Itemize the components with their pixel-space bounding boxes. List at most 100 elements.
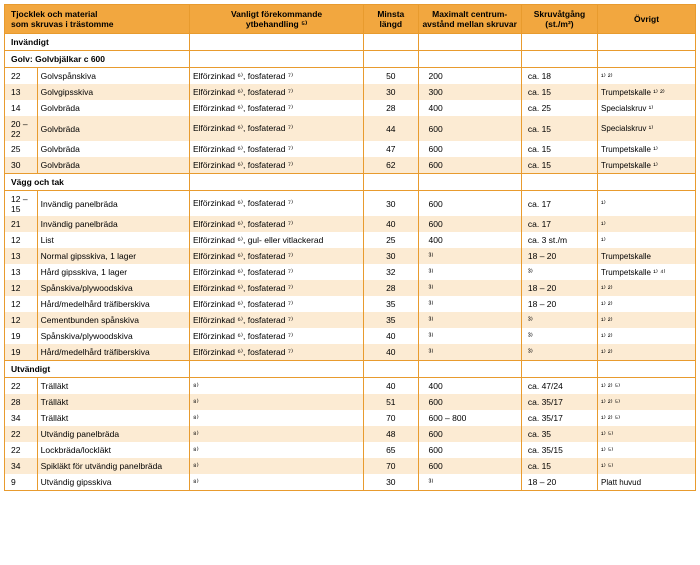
cell-screw-usage: 18 – 20 xyxy=(521,248,597,264)
cell-max-distance: 600 xyxy=(418,157,521,174)
cell-treatment: Elförzinkad ⁶⁾, fosfaterad ⁷⁾ xyxy=(189,191,363,217)
cell-max-distance: ³⁾ xyxy=(418,248,521,264)
table-row: 22Lockbräda/lockläkt⁸⁾65600ca. 35/15¹⁾ ⁵… xyxy=(5,442,696,458)
section-empty-cell xyxy=(189,361,363,378)
cell-thickness: 12 xyxy=(5,296,38,312)
cell-min-length: 47 xyxy=(364,141,418,157)
cell-other: ¹⁾ xyxy=(598,216,696,232)
cell-min-length: 40 xyxy=(364,328,418,344)
cell-max-distance: 600 – 800 xyxy=(418,410,521,426)
cell-treatment: ⁸⁾ xyxy=(189,410,363,426)
cell-treatment: ⁸⁾ xyxy=(189,442,363,458)
cell-treatment: Elförzinkad ⁶⁾, fosfaterad ⁷⁾ xyxy=(189,264,363,280)
cell-screw-usage: ca. 15 xyxy=(521,116,597,141)
cell-thickness: 19 xyxy=(5,328,38,344)
subsection-empty-cell xyxy=(189,174,363,191)
cell-min-length: 28 xyxy=(364,280,418,296)
subsection-empty-cell xyxy=(598,51,696,68)
cell-screw-usage: ³⁾ xyxy=(521,312,597,328)
table-row: 13Hård gipsskiva, 1 lagerElförzinkad ⁶⁾,… xyxy=(5,264,696,280)
table-row: 30GolvbrädaElförzinkad ⁶⁾, fosfaterad ⁷⁾… xyxy=(5,157,696,174)
subsection-empty-cell xyxy=(189,51,363,68)
table-row: 25GolvbrädaElförzinkad ⁶⁾, fosfaterad ⁷⁾… xyxy=(5,141,696,157)
cell-max-distance: 600 xyxy=(418,426,521,442)
cell-other: Trumpetskalle xyxy=(598,248,696,264)
cell-screw-usage: ca. 25 xyxy=(521,100,597,116)
cell-max-distance: 600 xyxy=(418,141,521,157)
cell-min-length: 40 xyxy=(364,216,418,232)
table-row: 12ListElförzinkad ⁶⁾, gul- eller vitlack… xyxy=(5,232,696,248)
cell-min-length: 62 xyxy=(364,157,418,174)
cell-material: Spånskiva/plywoodskiva xyxy=(37,280,189,296)
cell-material: Golvgipsskiva xyxy=(37,84,189,100)
cell-max-distance: 600 xyxy=(418,442,521,458)
cell-other: ¹⁾ ⁵⁾ xyxy=(598,458,696,474)
cell-min-length: 70 xyxy=(364,410,418,426)
cell-other: ¹⁾ ²⁾ ⁵⁾ xyxy=(598,394,696,410)
section-header-row: Invändigt xyxy=(5,34,696,51)
cell-max-distance: 400 xyxy=(418,378,521,395)
cell-treatment: ⁸⁾ xyxy=(189,394,363,410)
subsection-empty-cell xyxy=(418,174,521,191)
cell-material: Hård gipsskiva, 1 lager xyxy=(37,264,189,280)
cell-treatment: Elförzinkad ⁶⁾, fosfaterad ⁷⁾ xyxy=(189,141,363,157)
table-row: 20 – 22GolvbrädaElförzinkad ⁶⁾, fosfater… xyxy=(5,116,696,141)
cell-screw-usage: ca. 15 xyxy=(521,141,597,157)
cell-screw-usage: ca. 35 xyxy=(521,426,597,442)
cell-other: Platt huvud xyxy=(598,474,696,491)
cell-screw-usage: ³⁾ xyxy=(521,328,597,344)
cell-other: ¹⁾ ²⁾ xyxy=(598,280,696,296)
cell-thickness: 22 xyxy=(5,68,38,85)
section-empty-cell xyxy=(598,34,696,51)
cell-other: ¹⁾ xyxy=(598,232,696,248)
cell-min-length: 51 xyxy=(364,394,418,410)
cell-other: ¹⁾ ⁵⁾ xyxy=(598,442,696,458)
header-thickness-material: Tjocklek och materialsom skruvas i träst… xyxy=(5,5,190,34)
section-empty-cell xyxy=(521,361,597,378)
cell-treatment: Elförzinkad ⁶⁾, fosfaterad ⁷⁾ xyxy=(189,312,363,328)
subsection-empty-cell xyxy=(598,174,696,191)
cell-screw-usage: ca. 35/17 xyxy=(521,410,597,426)
cell-thickness: 34 xyxy=(5,458,38,474)
cell-treatment: Elförzinkad ⁶⁾, fosfaterad ⁷⁾ xyxy=(189,157,363,174)
cell-screw-usage: ca. 15 xyxy=(521,458,597,474)
header-screw-usage: Skruvåtgång(st./m²) xyxy=(521,5,597,34)
cell-min-length: 50 xyxy=(364,68,418,85)
cell-screw-usage: ca. 17 xyxy=(521,191,597,217)
cell-treatment: Elförzinkad ⁶⁾, fosfaterad ⁷⁾ xyxy=(189,68,363,85)
cell-material: Trälläkt xyxy=(37,378,189,395)
screw-specification-table: Tjocklek och materialsom skruvas i träst… xyxy=(4,4,696,491)
cell-material: Hård/medelhård träfiberskiva xyxy=(37,296,189,312)
cell-material: Spånskiva/plywoodskiva xyxy=(37,328,189,344)
cell-material: Golvbräda xyxy=(37,116,189,141)
cell-treatment: Elförzinkad ⁶⁾, fosfaterad ⁷⁾ xyxy=(189,216,363,232)
subsection-empty-cell xyxy=(521,51,597,68)
cell-thickness: 28 xyxy=(5,394,38,410)
cell-material: Normal gipsskiva, 1 lager xyxy=(37,248,189,264)
cell-other: ¹⁾ ²⁾ xyxy=(598,312,696,328)
cell-thickness: 14 xyxy=(5,100,38,116)
cell-material: Invändig panelbräda xyxy=(37,191,189,217)
cell-min-length: 28 xyxy=(364,100,418,116)
cell-treatment: Elförzinkad ⁶⁾, fosfaterad ⁷⁾ xyxy=(189,280,363,296)
cell-treatment: ⁸⁾ xyxy=(189,474,363,491)
cell-max-distance: ³⁾ xyxy=(418,264,521,280)
cell-thickness: 13 xyxy=(5,84,38,100)
table-row: 12Cementbunden spånskivaElförzinkad ⁶⁾, … xyxy=(5,312,696,328)
cell-material: Golvbräda xyxy=(37,141,189,157)
cell-screw-usage: 18 – 20 xyxy=(521,296,597,312)
cell-thickness: 12 xyxy=(5,232,38,248)
cell-min-length: 65 xyxy=(364,442,418,458)
cell-material: Trälläkt xyxy=(37,410,189,426)
cell-material: Golvspånskiva xyxy=(37,68,189,85)
cell-screw-usage: 18 – 20 xyxy=(521,474,597,491)
cell-treatment: Elförzinkad ⁶⁾, fosfaterad ⁷⁾ xyxy=(189,344,363,361)
cell-min-length: 40 xyxy=(364,378,418,395)
cell-thickness: 13 xyxy=(5,248,38,264)
table-row: 13GolvgipsskivaElförzinkad ⁶⁾, fosfatera… xyxy=(5,84,696,100)
cell-max-distance: ³⁾ xyxy=(418,296,521,312)
cell-other: Trumpetskalle ¹⁾ xyxy=(598,157,696,174)
cell-screw-usage: 18 – 20 xyxy=(521,280,597,296)
subsection-title: Golv: Golvbjälkar c 600 xyxy=(5,51,190,68)
section-title: Invändigt xyxy=(5,34,190,51)
